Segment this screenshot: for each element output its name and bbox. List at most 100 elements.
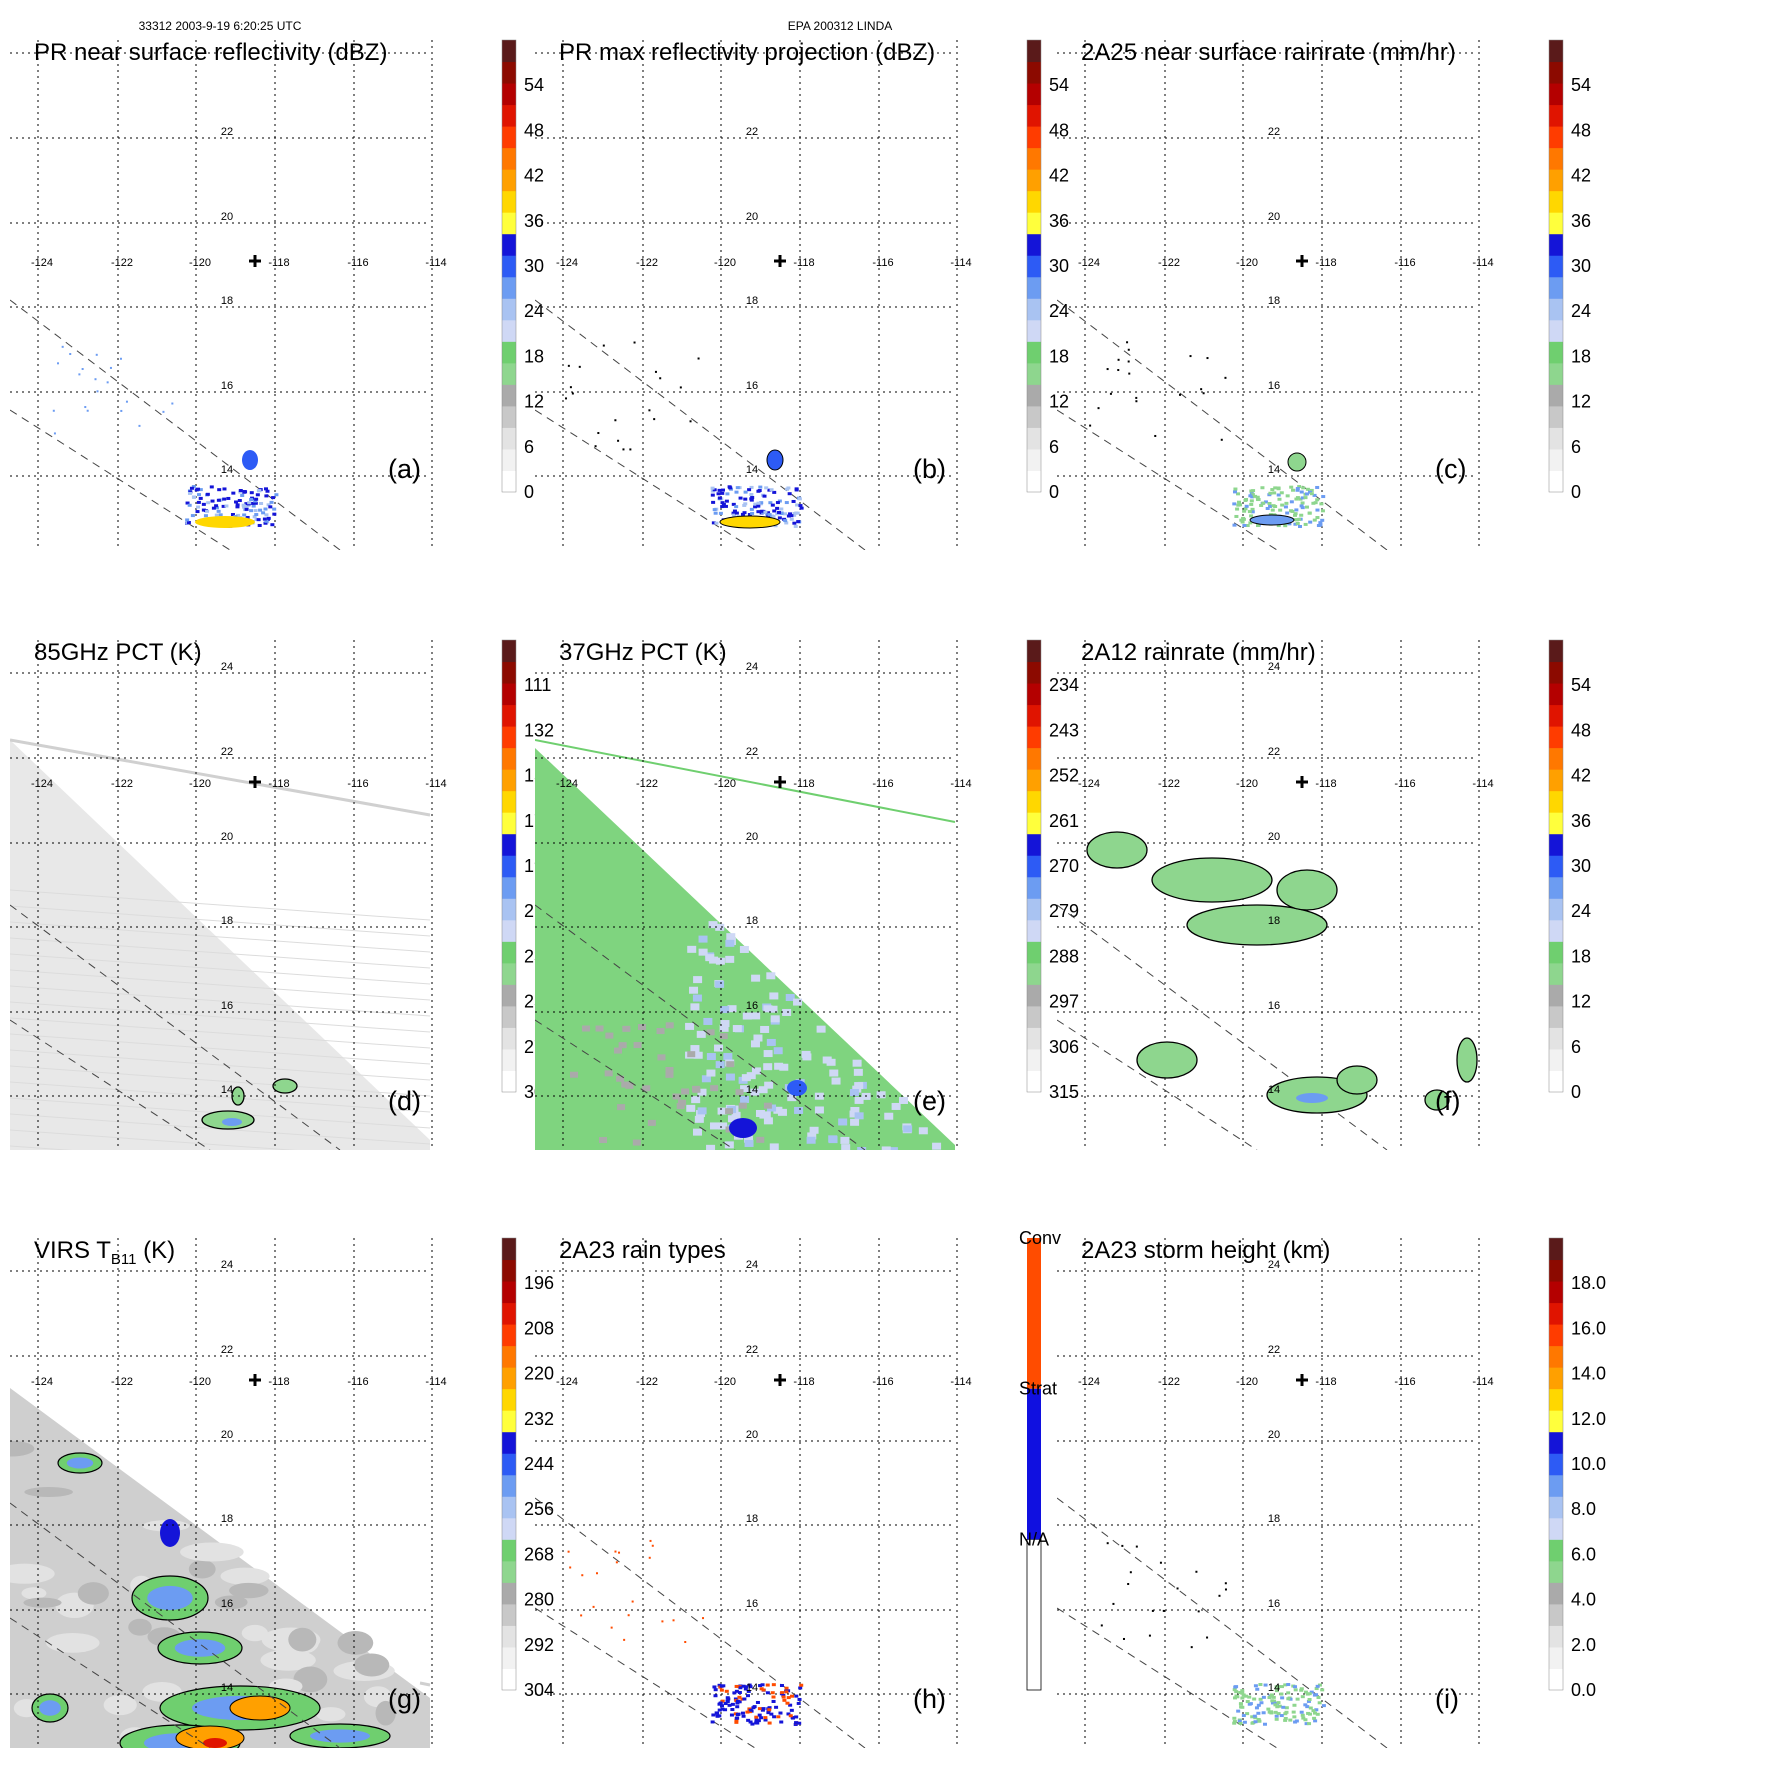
rain-pixel	[1234, 1690, 1239, 1694]
lat-tick-label: 14	[221, 1682, 233, 1694]
gray-pixel	[618, 1042, 627, 1049]
rain-pixel	[771, 1683, 776, 1687]
rain-speck	[1206, 357, 1209, 360]
lat-tick-label: 20	[1268, 1429, 1280, 1441]
colorbar-band	[502, 769, 516, 792]
gray-pixel	[719, 1033, 728, 1040]
rain-pixel	[1253, 494, 1258, 498]
rain-pixel	[754, 1718, 759, 1722]
rain-region	[1151, 857, 1273, 903]
rain-pixel	[1233, 487, 1238, 491]
deep-convection	[175, 1725, 245, 1748]
warm-pixel	[840, 1136, 850, 1144]
rain-pixel	[758, 1684, 763, 1688]
rain-speck	[109, 366, 112, 369]
colorbar-band	[502, 405, 516, 428]
rain-pixel	[1259, 503, 1264, 507]
rain-pixel	[735, 1701, 740, 1705]
lat-tick-label: 20	[1268, 831, 1280, 843]
rain-speck	[69, 353, 72, 356]
rain-pixel	[764, 486, 769, 490]
rain-pixel	[196, 500, 201, 504]
rain-pixel	[746, 1718, 751, 1722]
rain-cell	[1287, 452, 1307, 472]
rain-pixel	[241, 503, 246, 507]
virs-swath	[10, 1388, 430, 1748]
rain-speck	[571, 392, 574, 395]
rain-pixel	[784, 1686, 789, 1690]
rain-speck	[1135, 400, 1138, 403]
rain-pixel	[781, 1693, 786, 1697]
texture-line	[10, 985, 431, 1017]
rain-pixel	[271, 496, 276, 500]
warm-pixel	[689, 986, 699, 994]
rain-pixel	[1293, 522, 1298, 526]
rain-pixel	[1286, 1691, 1291, 1695]
gray-pixel	[638, 1024, 647, 1031]
warm-pixel	[727, 1005, 737, 1013]
colorbar-frame	[1548, 1237, 1564, 1691]
rain-pixel	[1288, 1718, 1293, 1722]
colorbar-tick-label: 12	[1049, 392, 1069, 412]
colorbar-tick-label: 0.0	[1571, 1680, 1596, 1700]
lat-tick-label: 24	[1268, 1259, 1280, 1271]
title-tail: (K)	[137, 1237, 176, 1264]
rain-pixel	[791, 499, 796, 503]
rain-pixel	[717, 1714, 722, 1718]
rain-pixel	[244, 502, 249, 506]
rain-pixel	[719, 1704, 724, 1708]
rain-pixel	[265, 489, 270, 493]
heavier-rain	[1296, 1093, 1328, 1103]
colorbar-band	[502, 83, 516, 106]
colorbar-tick-label: Strat	[1019, 1379, 1057, 1399]
rain-speck	[1112, 1602, 1115, 1605]
lon-tick-label: -120	[189, 1376, 211, 1388]
warm-pixel	[696, 1030, 706, 1038]
rain-pixel	[723, 1702, 728, 1706]
rain-pixel	[196, 505, 201, 509]
rain-pixel	[222, 497, 227, 501]
lon-tick-label: -124	[1078, 1376, 1100, 1388]
lon-tick-label: -114	[1472, 257, 1493, 269]
rain-pixel	[1232, 502, 1237, 506]
rain-pixel	[742, 1697, 747, 1701]
colorbar-band	[1549, 1474, 1563, 1497]
rain-pixel	[789, 514, 794, 518]
gray-pixel	[647, 1119, 656, 1126]
colorbar-band	[502, 1005, 516, 1028]
rain-speck	[1122, 1637, 1125, 1640]
rain-pixel	[244, 507, 249, 511]
rain-speck	[1200, 388, 1203, 391]
rain-pixel	[1258, 1697, 1263, 1701]
colorbar-band	[1027, 276, 1041, 299]
colorbar-band	[502, 704, 516, 727]
rain-speck	[623, 1638, 626, 1641]
rain-pixel	[767, 1706, 772, 1710]
rain-pixel	[748, 1708, 753, 1712]
rain-pixel	[747, 513, 752, 517]
warm-pixel	[723, 1053, 733, 1061]
rain-pixel	[1293, 1688, 1298, 1692]
lon-tick-label: -118	[268, 778, 289, 790]
colorbar-band	[1027, 405, 1041, 428]
rain-pixel	[713, 511, 718, 515]
lat-tick-label: 24	[746, 661, 758, 673]
lat-tick-label: 22	[746, 746, 758, 758]
rain-pixel	[238, 490, 243, 494]
rain-pixel	[234, 500, 239, 504]
lon-tick-label: -120	[1236, 778, 1258, 790]
rain-pixel	[1268, 491, 1273, 495]
gray-pixel	[710, 1085, 719, 1092]
rain-pixel	[1269, 1693, 1274, 1697]
warm-pixel	[816, 1025, 826, 1033]
cold-cell	[272, 1078, 298, 1094]
rain-pixel	[266, 516, 271, 520]
colorbar-tick-label: Conv	[1019, 1228, 1061, 1248]
rain-pixel	[768, 501, 773, 505]
colorbar-tick-label: N/A	[1019, 1529, 1049, 1549]
texture-line	[10, 1033, 431, 1065]
colorbar-tick-label: 24	[1049, 301, 1069, 321]
lon-tick-label: -122	[636, 257, 658, 269]
rain-pixel	[1232, 1720, 1237, 1724]
rain-pixel	[197, 493, 202, 497]
